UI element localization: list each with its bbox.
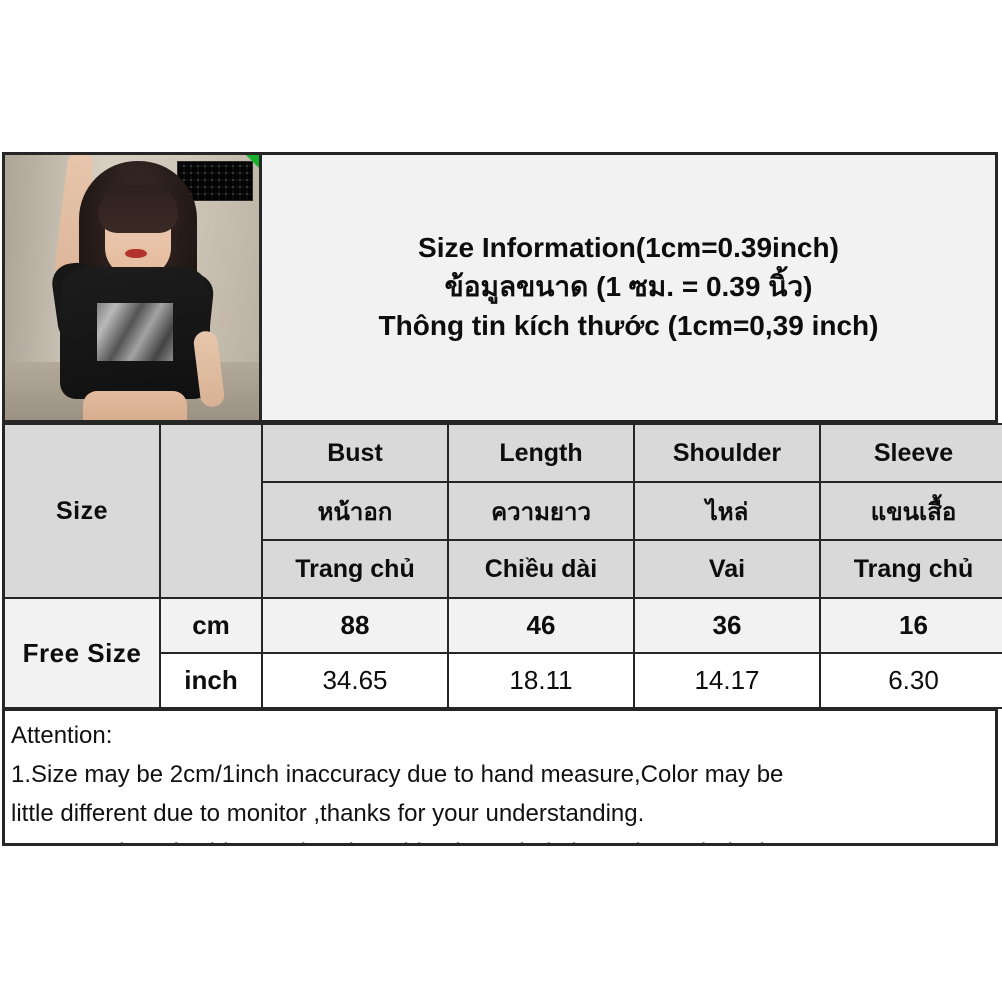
photo-bangs <box>98 185 178 233</box>
table-row-inch: inch 34.65 18.11 14.17 6.30 <box>5 652 1002 709</box>
product-photo-cell <box>5 155 262 420</box>
col-header-bust-en: Bust <box>261 423 449 483</box>
value-length-inch: 18.11 <box>447 652 635 709</box>
table-row-header-th: หน้าอก ความยาว ไหล่ แขนเสื้อ <box>5 481 1002 541</box>
photo-shirt-graphic-print <box>97 303 173 361</box>
value-shoulder-inch: 14.17 <box>633 652 821 709</box>
value-bust-cm: 88 <box>261 597 449 654</box>
table-row-header-vi: Trang chủ Chiều dài Vai Trang chủ <box>5 539 1002 599</box>
table-row-header-en: Size Bust Length Shoulder Sleeve <box>5 423 1002 599</box>
unit-label-cm: cm <box>159 597 263 654</box>
attention-line-1: 1.Size may be 2cm/1inch inaccuracy due t… <box>11 760 784 788</box>
attention-section: Attention: 1.Size may be 2cm/1inch inacc… <box>5 709 995 843</box>
title-thai: ข้อมูลขนาด (1 ซม. = 0.39 นิ้ว) <box>444 271 813 303</box>
measurement-table: Size Bust Length Shoulder Sleeve หน้าอก … <box>5 423 1002 709</box>
title-vietnamese: Thông tin kích thước (1cm=0,39 inch) <box>378 309 879 341</box>
attention-heading: Attention: <box>11 722 113 749</box>
col-header-shoulder-vi: Vai <box>633 539 821 599</box>
col-header-shoulder-th: ไหล่ <box>633 481 821 541</box>
title-english: Size Information(1cm=0.39inch) <box>418 232 839 264</box>
model-photo <box>5 155 259 420</box>
unit-label-inch: inch <box>159 652 263 709</box>
photo-midriff <box>83 391 187 420</box>
value-sleeve-inch: 6.30 <box>819 652 1002 709</box>
header-area: Size Information(1cm=0.39inch) ข้อมูลขนา… <box>5 155 995 423</box>
value-length-cm: 46 <box>447 597 635 654</box>
value-bust-inch: 34.65 <box>261 652 449 709</box>
col-header-shoulder-en: Shoulder <box>633 423 821 483</box>
col-header-length-vi: Chiều dài <box>447 539 635 599</box>
col-header-length-en: Length <box>447 423 635 483</box>
size-label-cell: Size <box>5 423 161 599</box>
col-header-length-th: ความยาว <box>447 481 635 541</box>
unit-spacer-cell <box>159 423 263 599</box>
size-information-block: Size Information(1cm=0.39inch) ข้อมูลขนา… <box>2 152 1002 846</box>
col-header-bust-vi: Trang chủ <box>261 539 449 599</box>
photo-lips <box>125 249 147 258</box>
col-header-sleeve-vi: Trang chủ <box>819 539 1002 599</box>
col-header-sleeve-en: Sleeve <box>819 423 1002 483</box>
table-row-cm: Free Size cm 88 46 36 16 <box>5 597 1002 709</box>
attention-line-2: little different due to monitor ,thanks … <box>11 799 645 827</box>
title-cell: Size Information(1cm=0.39inch) ข้อมูลขนา… <box>262 155 995 420</box>
col-header-sleeve-th: แขนเสื้อ <box>819 481 1002 541</box>
free-size-label-cell: Free Size <box>5 597 161 709</box>
value-shoulder-cm: 36 <box>633 597 821 654</box>
value-sleeve-cm: 16 <box>819 597 1002 654</box>
green-corner-marker-icon <box>246 155 259 168</box>
attention-line-3: 2.Suggestion of cold water hand washing,… <box>11 834 989 843</box>
col-header-bust-th: หน้าอก <box>261 481 449 541</box>
